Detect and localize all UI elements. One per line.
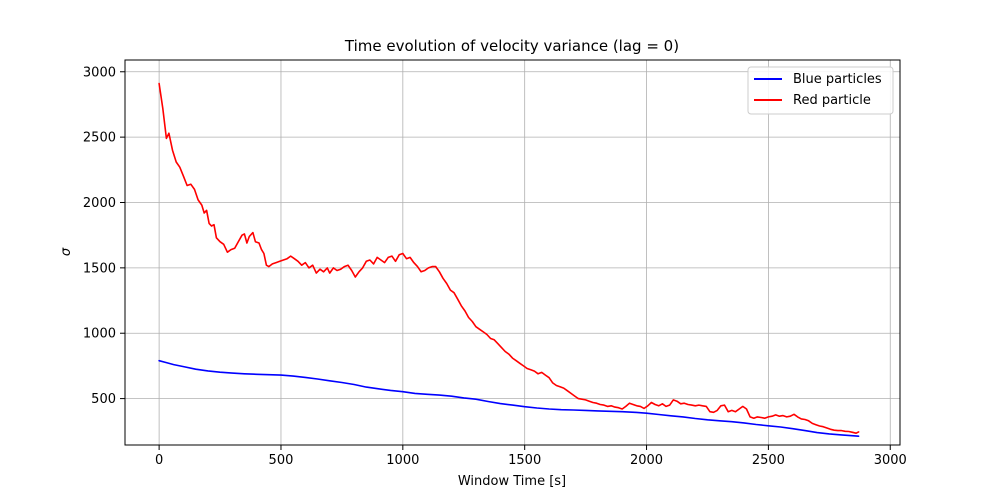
x-tick-label: 1000: [386, 453, 419, 468]
chart-title: Time evolution of velocity variance (lag…: [344, 37, 679, 55]
y-tick-label: 2000: [83, 196, 116, 211]
x-tick-label: 0: [155, 453, 163, 468]
y-tick-label: 1500: [83, 261, 116, 276]
legend-box: [747, 66, 894, 115]
x-tick-label: 2000: [630, 453, 663, 468]
y-tick-label: 3000: [83, 65, 116, 80]
y-tick-label: 1000: [83, 327, 116, 342]
x-axis-label: Window Time [s]: [458, 474, 566, 489]
x-tick-label: 500: [269, 453, 294, 468]
axis-ticks: 0 500 1000 1500 2000 2500 3000 500 1000 1500 2000 2…: [83, 65, 907, 468]
series-line-blue-particles: [158, 359, 860, 438]
y-tick-label: 500: [91, 392, 116, 407]
series-line-red-particle: [158, 82, 860, 435]
grid-lines: [125, 60, 900, 445]
plot-area-frame: [124, 59, 901, 446]
legend: Blue particles Red particle: [747, 66, 894, 115]
x-tick-label: 1500: [508, 453, 541, 468]
legend-label-red: Red particle: [793, 93, 871, 108]
series-lines: [158, 82, 860, 438]
legend-label-blue: Blue particles: [793, 72, 882, 87]
y-tick-label: 2500: [83, 131, 116, 146]
y-axis-label: σ: [59, 247, 74, 256]
x-tick-label: 3000: [874, 453, 907, 468]
x-tick-label: 2500: [752, 453, 785, 468]
